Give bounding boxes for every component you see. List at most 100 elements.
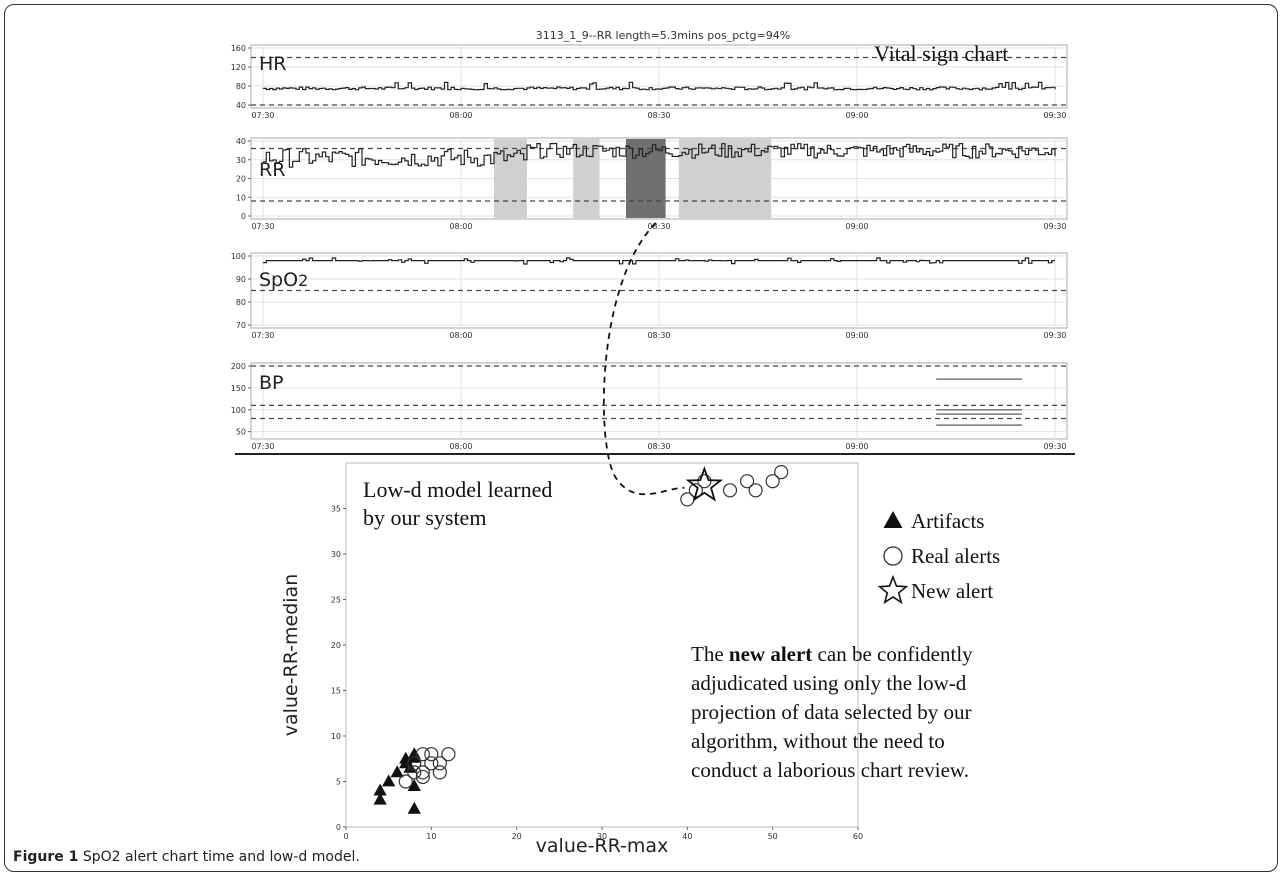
y-tick-label: 25 <box>331 596 341 605</box>
real-alert-point <box>424 747 439 762</box>
real-alert-point <box>722 483 738 498</box>
panel-label: BP <box>259 372 284 394</box>
x-tick-label: 09:00 <box>845 111 868 120</box>
legend-label: New alert <box>911 579 993 603</box>
artifact-point <box>407 779 421 791</box>
new-alert-point <box>685 466 724 502</box>
y-tick-label: 40 <box>236 101 246 110</box>
y-axis-label: value-RR-median <box>280 574 302 736</box>
panel-bp: 07:30 08:00 08:30 09:00 09:30 50 100 150 200 BP <box>231 362 1068 451</box>
y-tick-label: 100 <box>231 406 246 415</box>
y-tick-label: 200 <box>231 362 246 371</box>
y-tick-label: 40 <box>236 137 246 146</box>
real-alert-point <box>398 774 413 789</box>
y-tick-label: 100 <box>231 252 246 261</box>
real-alert-point <box>748 483 763 498</box>
y-tick-label: 70 <box>236 321 246 330</box>
panel-rr: 07:30 08:00 08:30 09:00 09:30 0 10 20 30 40 RR <box>236 137 1068 231</box>
real-alert-point <box>407 765 422 780</box>
x-tick-label: 09:00 <box>845 222 868 231</box>
y-tick-label: 15 <box>331 687 341 696</box>
x-tick-label: 09:30 <box>1043 442 1066 451</box>
y-tick-label: 10 <box>331 732 341 741</box>
x-tick-label: 08:00 <box>449 111 472 120</box>
figure-caption: Figure 1 SpO2 alert chart time and low-d… <box>13 849 360 865</box>
figure-canvas: 07:30 08:00 08:30 09:00 09:304080120160HR07:… <box>231 29 1075 857</box>
x-tick-label: 20 <box>512 832 522 841</box>
artifact-point <box>382 774 396 787</box>
series-line-spo2 <box>263 257 1055 265</box>
legend-triangle-icon <box>883 511 903 528</box>
vital-sign-panels: 07:30 08:00 08:30 09:00 09:304080120160HR07:… <box>231 44 1068 451</box>
panel-label: SpO2 <box>259 269 308 291</box>
real-alert-point <box>415 769 430 785</box>
annotation-line: conduct a laborious chart review. <box>691 758 969 782</box>
x-tick-label: 08:30 <box>647 222 670 231</box>
y-tick-label: 90 <box>236 275 246 284</box>
caption-label: Figure 1 <box>13 849 79 865</box>
legend-star-icon <box>877 574 909 605</box>
y-tick-label: 30 <box>236 156 246 165</box>
x-tick-label: 08:00 <box>449 442 472 451</box>
real-alert-point <box>415 747 430 762</box>
x-tick-label: 07:30 <box>251 111 274 120</box>
connector-arrow <box>602 222 685 496</box>
x-tick-label: 09:30 <box>1043 331 1066 340</box>
y-tick-label: 80 <box>236 298 246 307</box>
scatter-chart: 0 10 20 30 40 50 60 0 5 10 15 20 25 30 35 value-RR-max v… <box>280 462 1000 857</box>
real-alert-point <box>697 474 712 489</box>
y-tick-label: 120 <box>231 63 246 72</box>
y-tick-label: 20 <box>236 175 246 184</box>
legend: Artifacts Real alerts New alert <box>877 509 1000 605</box>
x-tick-label: 08:00 <box>449 222 472 231</box>
x-tick-label: 09:00 <box>845 442 868 451</box>
x-tick-label: 09:30 <box>1043 111 1066 120</box>
y-tick-label: 0 <box>336 823 341 832</box>
y-tick-label: 50 <box>236 428 246 437</box>
real-alert-point <box>441 747 456 762</box>
legend-label: Artifacts <box>911 509 984 533</box>
real-alert-point <box>407 756 422 771</box>
real-alert-point <box>739 474 755 489</box>
x-axis-label: value-RR-max <box>536 835 669 857</box>
x-tick-label: 09:30 <box>1043 222 1066 231</box>
panel-label: RR <box>259 159 285 181</box>
figure-title: 3113_1_9--RR length=5.3mins pos_pctg=94% <box>536 29 790 42</box>
highlight-window <box>494 139 527 218</box>
x-tick-label: 0 <box>343 832 348 841</box>
real-alert-point <box>765 474 780 489</box>
annotation-line: The new alert can be confidently <box>691 642 973 666</box>
panel-spo2: 07:30 08:00 08:30 09:00 09:30 70 80 90 100 SpO2 <box>231 252 1068 340</box>
x-tick-label: 07:30 <box>251 222 274 231</box>
series-line-hr <box>263 81 1056 91</box>
figure-frame: 07:30 08:00 08:30 09:00 09:30 40 80 120 160 HR 07:… <box>4 4 1278 872</box>
x-tick-label: 08:00 <box>449 331 472 340</box>
scatter-frame <box>345 462 859 828</box>
x-tick-label: 08:30 <box>647 442 670 451</box>
real-alert-point <box>424 756 439 771</box>
scatter-title: Low-d model learned <box>363 477 552 502</box>
artifact-point <box>407 801 421 814</box>
real-alert-point <box>774 465 789 480</box>
series-line-rr <box>263 142 1056 168</box>
x-tick-label: 07:30 <box>251 331 274 340</box>
x-tick-label: 08:30 <box>647 331 670 340</box>
legend-circle-icon <box>883 546 903 566</box>
annotation-line: algorithm, without the need to <box>691 729 945 753</box>
artifact-point <box>373 792 387 805</box>
x-tick-label: 50 <box>768 832 778 841</box>
y-tick-label: 150 <box>231 384 246 393</box>
legend-label: Real alerts <box>911 544 1000 568</box>
panel-label: HR <box>259 53 287 75</box>
annotation-line: adjudicated using only the low-d <box>691 671 967 695</box>
y-tick-label: 160 <box>231 44 246 53</box>
y-tick-label: 0 <box>241 212 246 221</box>
x-tick-label: 30 <box>597 832 607 841</box>
x-tick-label: 07:30 <box>251 442 274 451</box>
y-tick-label: 80 <box>236 82 246 91</box>
x-tick-label: 09:00 <box>845 331 868 340</box>
x-tick-label: 08:30 <box>647 111 670 120</box>
y-tick-label: 30 <box>331 550 341 559</box>
real-alert-point <box>432 756 447 771</box>
panel-hr: 07:30 08:00 08:30 09:00 09:30 40 80 120 160 HR <box>231 44 1068 120</box>
